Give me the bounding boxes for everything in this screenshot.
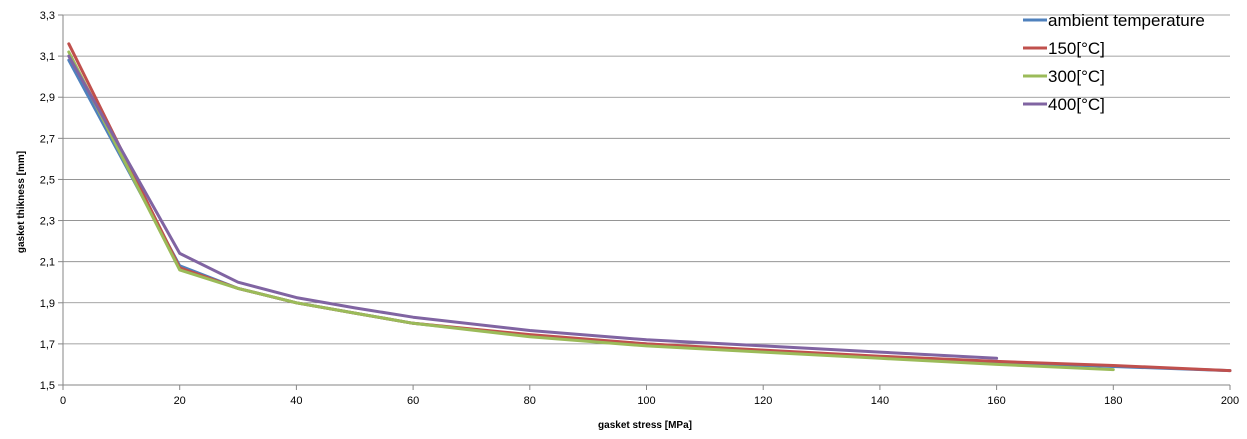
x-tick-label: 140: [871, 395, 889, 407]
y-tick-label: 2,9: [40, 92, 55, 104]
x-tick-label: 60: [407, 395, 419, 407]
series-line-2: [67, 50, 1115, 372]
y-tick-label: 2,5: [40, 174, 55, 186]
x-axis-label: gasket stress [MPa]: [598, 420, 692, 431]
y-tick-label: 3,1: [40, 51, 55, 63]
x-tick-label: 160: [987, 395, 1005, 407]
y-tick-label: 1,7: [40, 339, 55, 351]
legend-label: 300[°C]: [1048, 67, 1105, 86]
y-tick-label: 3,3: [40, 10, 55, 22]
gridlines: [63, 14, 1230, 345]
x-tick-label: 20: [174, 395, 186, 407]
x-tick-label: 100: [637, 395, 655, 407]
y-axis-label: gasket thikness [mm]: [16, 151, 27, 253]
series-line-3: [67, 54, 999, 360]
x-tick-label: 200: [1221, 395, 1239, 407]
series-lines: [67, 42, 1232, 373]
legend: ambient temperature 150[°C] 300[°C] 400[°C]: [1023, 11, 1205, 114]
y-tick-label: 1,5: [40, 380, 55, 392]
y-tick-label: 2,1: [40, 257, 55, 269]
x-tick-label: 120: [754, 395, 772, 407]
x-tick-label: 40: [290, 395, 302, 407]
x-tick-label: 80: [524, 395, 536, 407]
x-tick-label: 0: [60, 395, 66, 407]
legend-label: 150[°C]: [1048, 39, 1105, 58]
y-tick-label: 2,3: [40, 216, 55, 228]
y-tick-label: 2,7: [40, 133, 55, 145]
legend-label: ambient temperature: [1048, 11, 1205, 30]
y-tick-label: 1,9: [40, 298, 55, 310]
tick-labels: 1,5 1,7 1,9 2,1 2,3 2,5 2,7 2,9 3,1 3,3 0 20 40 60 80 1…: [40, 10, 1239, 407]
legend-label: 400[°C]: [1048, 95, 1105, 114]
series-line-1: [67, 42, 1232, 373]
x-tick-label: 180: [1104, 395, 1122, 407]
axes: [58, 14, 1231, 390]
